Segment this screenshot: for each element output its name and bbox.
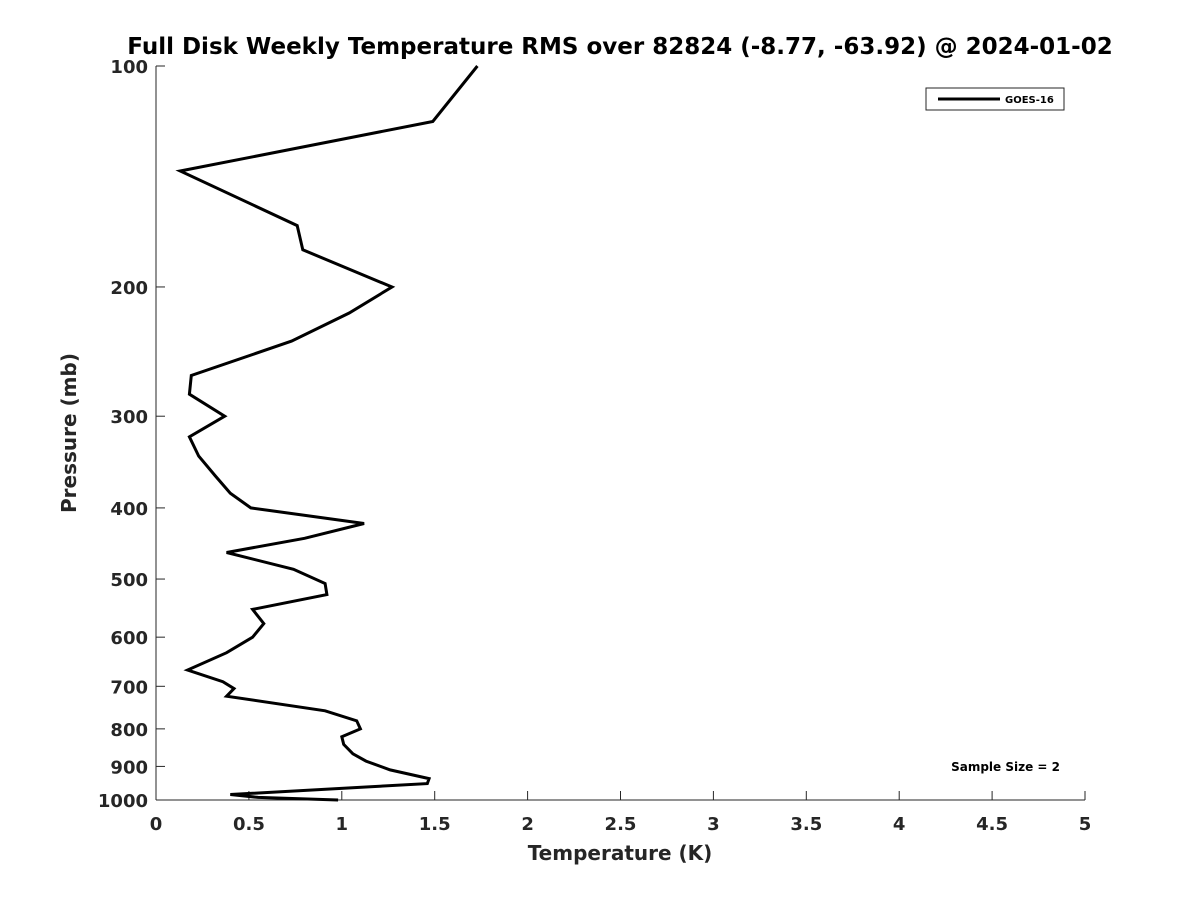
y-tick-label: 400 [110,499,148,520]
sample-size-annotation: Sample Size = 2 [951,760,1060,774]
x-axis-label: Temperature (K) [528,841,713,865]
y-axis-label: Pressure (mb) [57,353,81,513]
y-tick-label: 200 [110,278,148,299]
x-tick-label: 1 [336,814,349,835]
x-tick-label: 2.5 [605,814,637,835]
x-tick-label: 4 [893,814,906,835]
y-tick-label: 700 [110,677,148,698]
legend-label-goes-16: GOES-16 [1005,95,1054,106]
x-tick-label: 0.5 [233,814,265,835]
y-tick-label: 100 [110,57,148,78]
series-line-goes-16 [175,65,479,802]
chart-title: Full Disk Weekly Temperature RMS over 82… [127,34,1113,60]
x-ticks: 0 0.5 1 1.5 2 2.5 3 3.5 4 4.5 5 [150,791,1092,835]
y-tick-label: 500 [110,570,148,591]
y-tick-label: 800 [110,720,148,741]
x-tick-label: 2 [521,814,534,835]
y-ticks: 100 200 300 400 500 600 700 800 900 1000 [98,57,165,812]
x-tick-label: 4.5 [976,814,1008,835]
y-tick-label: 300 [110,407,148,428]
x-tick-label: 3 [707,814,720,835]
x-tick-label: 3.5 [790,814,822,835]
legend: GOES-16 [925,87,1065,111]
x-tick-label: 5 [1079,814,1092,835]
y-tick-label: 900 [110,757,148,778]
x-tick-label: 1.5 [419,814,451,835]
y-tick-label: 1000 [98,791,148,812]
series-group [175,65,479,802]
y-tick-label: 600 [110,628,148,649]
x-tick-label: 0 [150,814,163,835]
